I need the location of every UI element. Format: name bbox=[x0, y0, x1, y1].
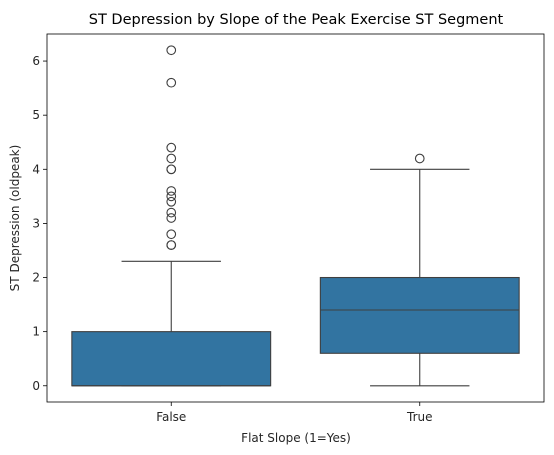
chart-title: ST Depression by Slope of the Peak Exerc… bbox=[89, 12, 504, 28]
x-tick-label: True bbox=[406, 410, 433, 424]
box-iqr bbox=[71, 331, 272, 387]
x-axis: False True bbox=[156, 402, 433, 424]
outlier-point bbox=[166, 142, 177, 153]
outlier-point bbox=[166, 77, 177, 88]
y-tick-label: 1 bbox=[32, 325, 40, 339]
y-tick-label: 2 bbox=[32, 271, 40, 285]
y-axis-label: ST Depression (oldpeak) bbox=[8, 145, 22, 292]
outlier-point bbox=[166, 45, 177, 56]
y-tick-label: 6 bbox=[32, 54, 40, 68]
y-tick-label: 3 bbox=[32, 216, 40, 230]
outlier-point bbox=[166, 207, 177, 218]
x-tick-label: False bbox=[156, 410, 186, 424]
box-iqr bbox=[319, 276, 520, 354]
y-tick-label: 5 bbox=[32, 108, 40, 122]
outlier-point bbox=[166, 153, 177, 164]
y-tick-label: 0 bbox=[32, 379, 40, 393]
y-axis: 0 1 2 3 4 5 6 bbox=[32, 54, 47, 393]
outlier-point bbox=[166, 164, 177, 175]
outlier-point bbox=[166, 213, 177, 223]
outlier-point bbox=[166, 186, 177, 196]
x-axis-label: Flat Slope (1=Yes) bbox=[241, 431, 351, 445]
box-group-false bbox=[71, 45, 272, 387]
plot-area bbox=[71, 45, 520, 387]
axes-frame bbox=[46, 33, 545, 403]
outlier-point bbox=[414, 153, 425, 164]
outlier-point bbox=[166, 229, 177, 240]
outlier-point bbox=[166, 196, 177, 207]
y-tick-label: 4 bbox=[32, 162, 40, 176]
box-group-true bbox=[319, 153, 520, 387]
outlier-point bbox=[166, 191, 177, 202]
outlier-point bbox=[166, 240, 177, 250]
